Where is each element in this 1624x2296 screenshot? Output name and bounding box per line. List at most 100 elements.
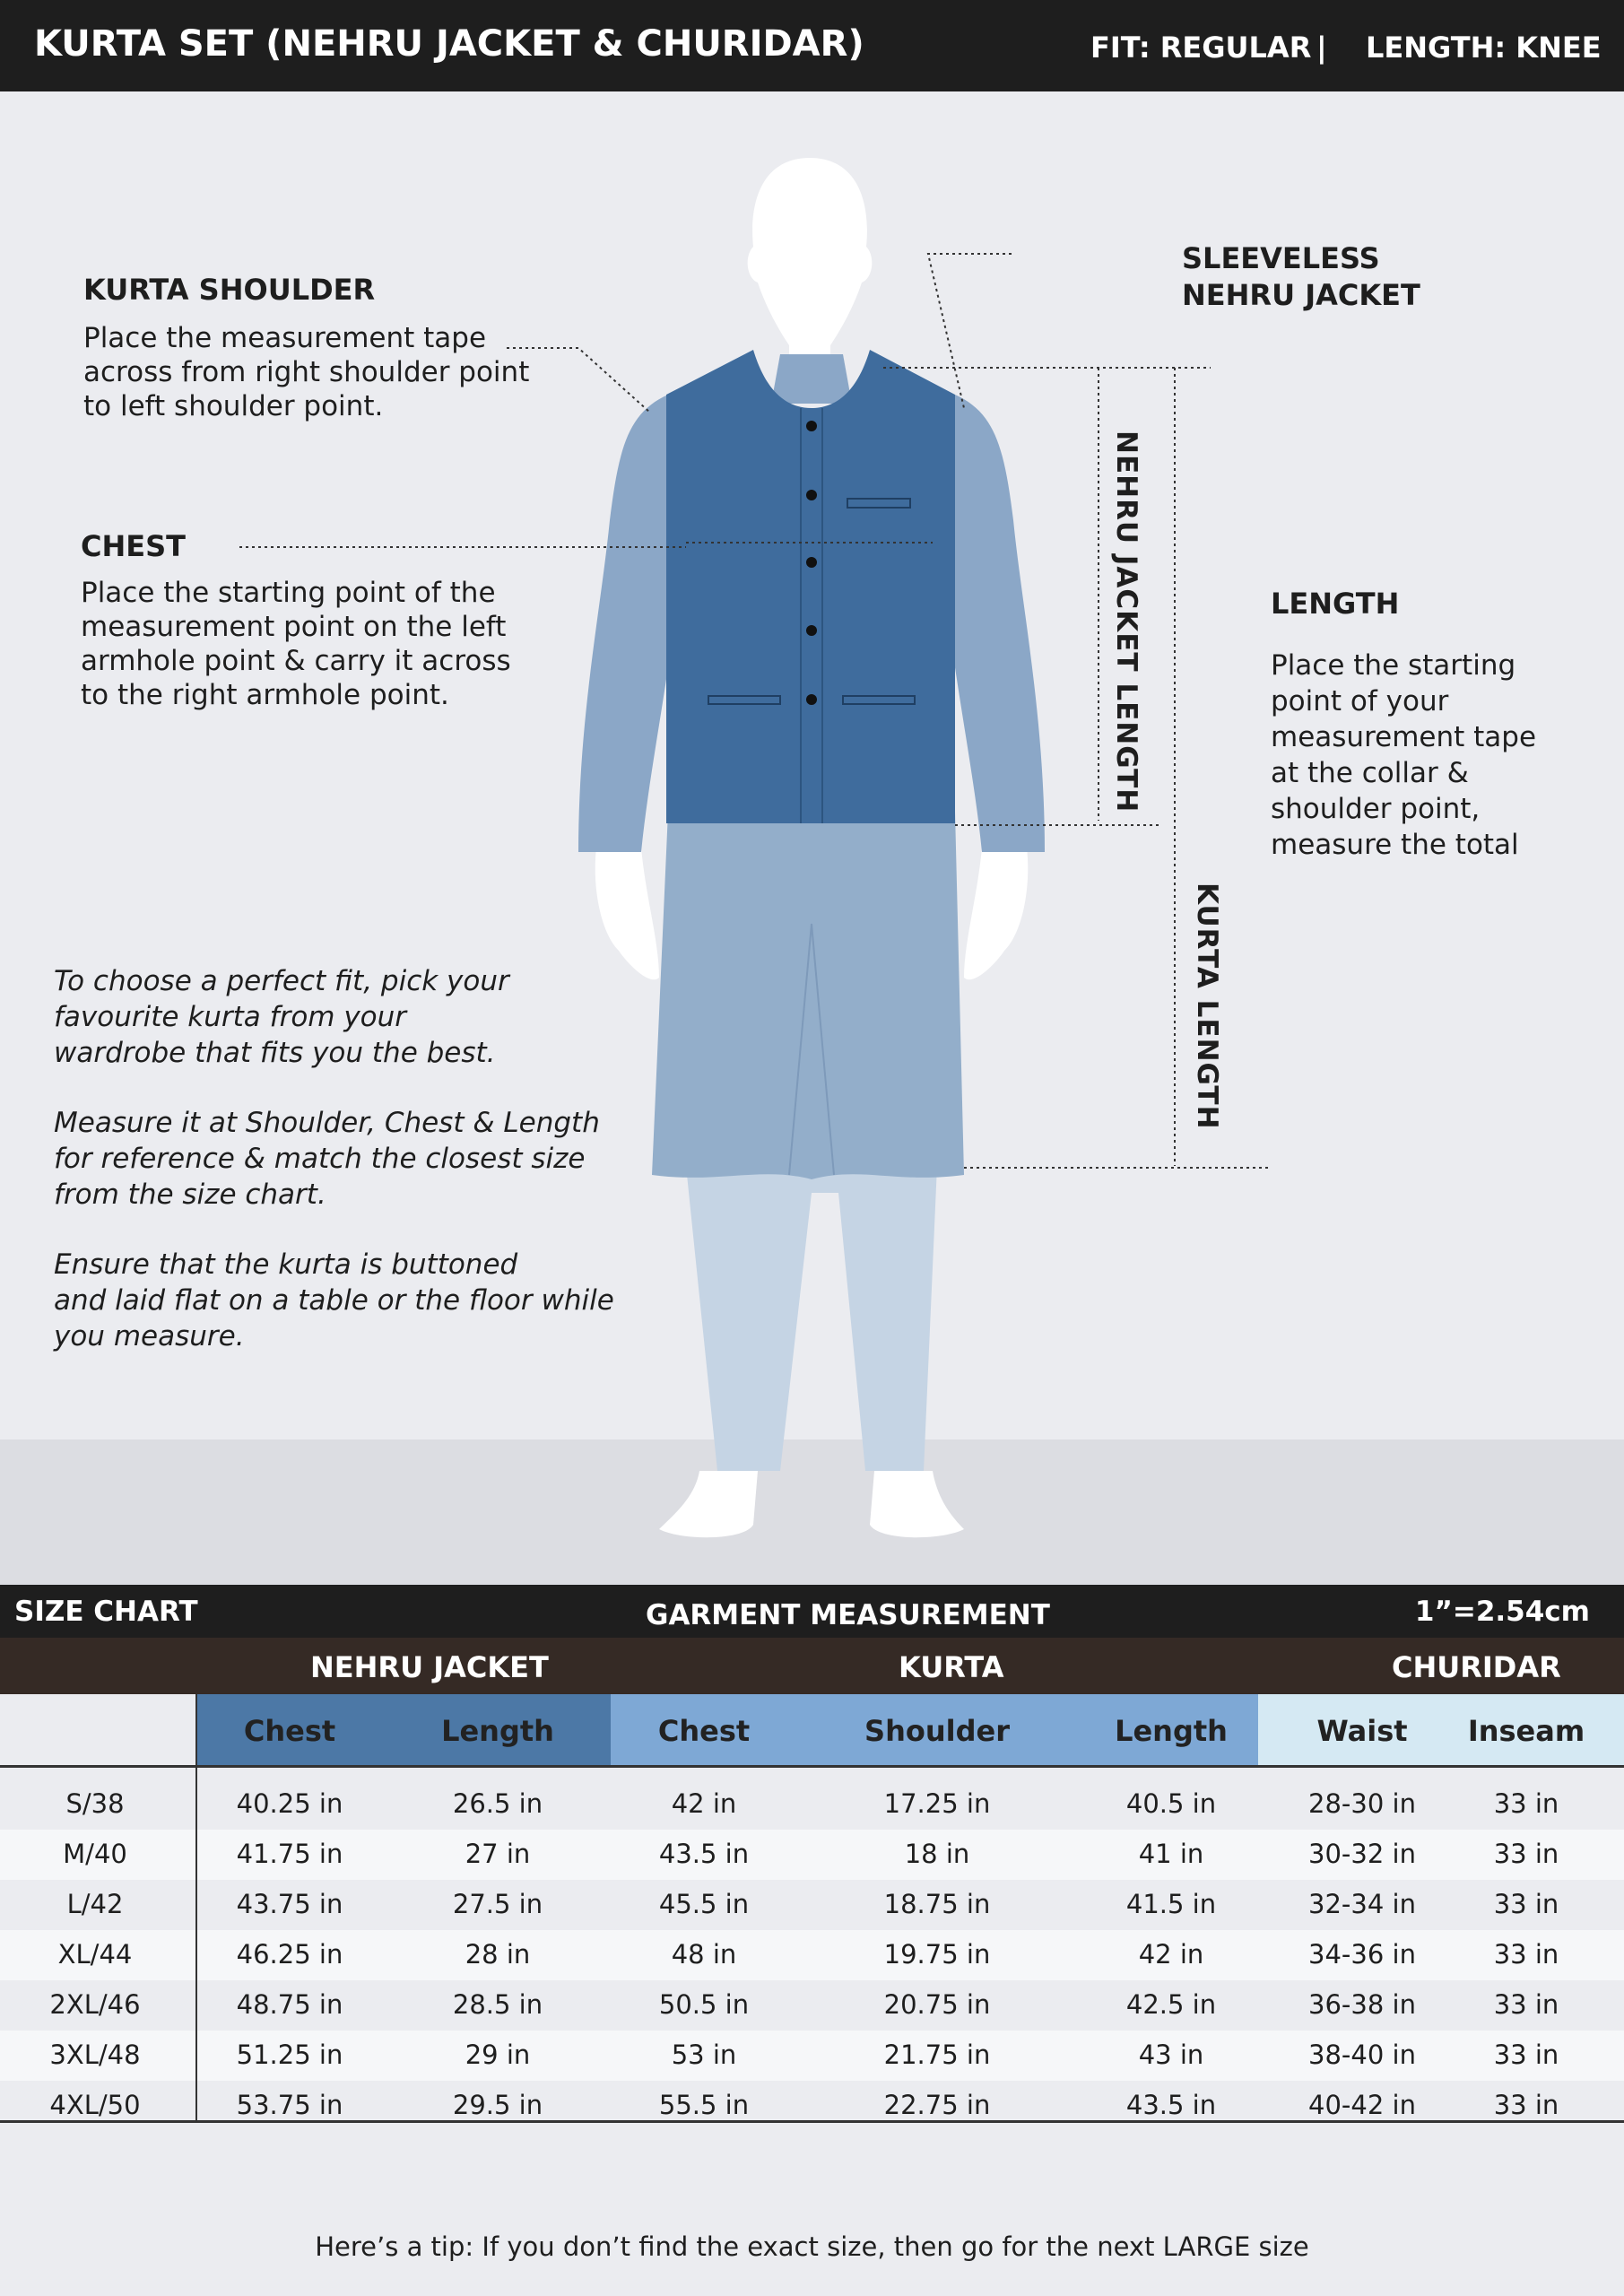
jacket-length-label: NEHRU JACKET LENGTH xyxy=(1110,430,1142,813)
table-cell: 28-30 in xyxy=(1308,1788,1416,1819)
text-line: to the right armhole point. xyxy=(81,679,449,711)
table-cell: 33 in xyxy=(1493,1889,1559,1919)
shoulder-title: KURTA SHOULDER xyxy=(83,273,376,307)
table-cell: 33 in xyxy=(1493,1939,1559,1970)
table-row: 2XL/46 48.75 in 28.5 in 50.5 in 20.75 in 42.5… xyxy=(0,1980,1624,2031)
table-cell: 30-32 in xyxy=(1308,1839,1416,1869)
table-cell: 27 in xyxy=(465,1839,531,1869)
table-cell: 29.5 in xyxy=(452,2090,543,2120)
table-cell: 20.75 in xyxy=(883,1989,991,2020)
text-line: Measure it at Shoulder, Chest & Length xyxy=(54,1107,600,1139)
table-cell: 41.5 in xyxy=(1125,1889,1217,1919)
table-cell: 40-42 in xyxy=(1308,2090,1416,2120)
column-header: Length xyxy=(1115,1714,1228,1748)
table-cell: 21.75 in xyxy=(883,2039,991,2070)
size-cell: 4XL/50 xyxy=(49,2090,141,2120)
size-chart-bar: SIZE CHART GARMENT MEASUREMENT 1”=2.54cm xyxy=(0,1585,1624,1638)
kurta-header-bg xyxy=(611,1694,1258,1765)
table-cell: 18 in xyxy=(904,1839,970,1869)
text-line: Place the starting point of the xyxy=(81,577,496,609)
table-cell: 26.5 in xyxy=(452,1788,543,1819)
table-cell: 45.5 in xyxy=(658,1889,750,1919)
table-cell: 48 in xyxy=(671,1939,737,1970)
table-cell: 50.5 in xyxy=(658,1989,750,2020)
size-cell: 2XL/46 xyxy=(49,1989,141,2020)
table-cell: 34-36 in xyxy=(1308,1939,1416,1970)
table-row: 3XL/48 51.25 in 29 in 53 in 21.75 in 43 in 38-… xyxy=(0,2031,1624,2081)
text-line: measurement point on the left xyxy=(81,611,507,643)
table-row: M/40 41.75 in 27 in 43.5 in 18 in 41 in 30-32 … xyxy=(0,1830,1624,1880)
garment-measurement-title: GARMENT MEASUREMENT xyxy=(646,1599,1050,1631)
text-line: Place the measurement tape xyxy=(83,322,487,354)
fit-label: FIT: REGULAR xyxy=(1090,30,1312,65)
jacket-header-bg xyxy=(196,1694,611,1765)
text-line: Ensure that the kurta is buttoned xyxy=(54,1248,518,1281)
text-line: shoulder point, xyxy=(1271,793,1481,825)
table-cell: 19.75 in xyxy=(883,1939,991,1970)
table-cell: 18.75 in xyxy=(883,1889,991,1919)
size-cell: S/38 xyxy=(65,1788,125,1819)
column-header: Chest xyxy=(657,1714,751,1748)
table-cell: 41.75 in xyxy=(236,1839,343,1869)
table-cell: 53 in xyxy=(671,2039,737,2070)
column-header: Length xyxy=(441,1714,554,1748)
group-churidar: CHURIDAR xyxy=(1392,1650,1561,1684)
size-cell: M/40 xyxy=(63,1839,127,1869)
table-cell: 42 in xyxy=(1138,1939,1204,1970)
text-line: Place the starting xyxy=(1271,649,1516,682)
table-cell: 40.25 in xyxy=(236,1788,343,1819)
table-row: S/38 40.25 in 26.5 in 42 in 17.25 in 40.5 in 2… xyxy=(0,1779,1624,1830)
column-header: Waist xyxy=(1316,1714,1408,1748)
model-illustration xyxy=(239,158,1269,1538)
group-nehru-jacket: NEHRU JACKET xyxy=(310,1650,549,1684)
table-cell: 43.75 in xyxy=(236,1889,343,1919)
table-cell: 33 in xyxy=(1493,1839,1559,1869)
column-header: Shoulder xyxy=(864,1714,1010,1748)
text-line: you measure. xyxy=(54,1320,245,1352)
table-cell: 33 in xyxy=(1493,2090,1559,2120)
column-header: Chest xyxy=(243,1714,336,1748)
text-line: To choose a perfect fit, pick your xyxy=(54,965,509,997)
separator: | xyxy=(1316,30,1327,65)
text-line: across from right shoulder point xyxy=(83,356,530,388)
table-cell: 22.75 in xyxy=(883,2090,991,2120)
text-line: measurement tape xyxy=(1271,721,1537,753)
table-cell: 40.5 in xyxy=(1125,1788,1217,1819)
fit-tips: To choose a perfect fit, pick your favou… xyxy=(54,963,614,1354)
chest-title: CHEST xyxy=(81,529,186,563)
kurta-length-label: KURTA LENGTH xyxy=(1191,883,1223,1130)
chest-text: Place the starting point of the measurem… xyxy=(81,576,511,712)
text-line: SLEEVELESS xyxy=(1182,241,1380,275)
shoulder-text: Place the measurement tape across from r… xyxy=(83,321,529,423)
product-title: KURTA SET (NEHRU JACKET & CHURIDAR) xyxy=(34,23,864,65)
table-cell: 42.5 in xyxy=(1125,1989,1217,2020)
text-line: for reference & match the closest size xyxy=(54,1143,586,1175)
conversion-note: 1”=2.54cm xyxy=(1414,1596,1590,1628)
text-line: measure the total xyxy=(1271,829,1519,861)
text-line: favourite kurta from your xyxy=(54,1001,407,1033)
group-kurta: KURTA xyxy=(899,1650,1004,1684)
header: KURTA SET (NEHRU JACKET & CHURIDAR) FIT:… xyxy=(0,0,1624,91)
table-cell: 28 in xyxy=(465,1939,531,1970)
table-row: XL/44 46.25 in 28 in 48 in 19.75 in 42 in 34-3… xyxy=(0,1930,1624,1980)
table-cell: 17.25 in xyxy=(883,1788,991,1819)
text-line: at the collar & xyxy=(1271,757,1469,789)
table-cell: 41 in xyxy=(1138,1839,1204,1869)
table-cell: 43.5 in xyxy=(658,1839,750,1869)
table-cell: 43.5 in xyxy=(1125,2090,1217,2120)
text-line: and laid flat on a table or the floor wh… xyxy=(54,1284,614,1317)
table-cell: 33 in xyxy=(1493,1788,1559,1819)
text-line: NEHRU JACKET xyxy=(1182,278,1420,312)
churidar-header-bg xyxy=(1258,1694,1624,1765)
table-cell: 46.25 in xyxy=(236,1939,343,1970)
jacket-title: SLEEVELESS NEHRU JACKET xyxy=(1182,240,1420,314)
length-label: LENGTH: KNEE xyxy=(1366,30,1602,65)
table-cell: 48.75 in xyxy=(236,1989,343,2020)
text-line: point of your xyxy=(1271,685,1449,718)
text-line: to left shoulder point. xyxy=(83,390,384,422)
size-tip: Here’s a tip: If you don’t find the exac… xyxy=(315,2231,1309,2262)
table-cell: 28.5 in xyxy=(452,1989,543,2020)
size-chart-label: SIZE CHART xyxy=(14,1596,198,1628)
size-cell: 3XL/48 xyxy=(49,2039,141,2070)
length-title: LENGTH xyxy=(1271,587,1400,621)
